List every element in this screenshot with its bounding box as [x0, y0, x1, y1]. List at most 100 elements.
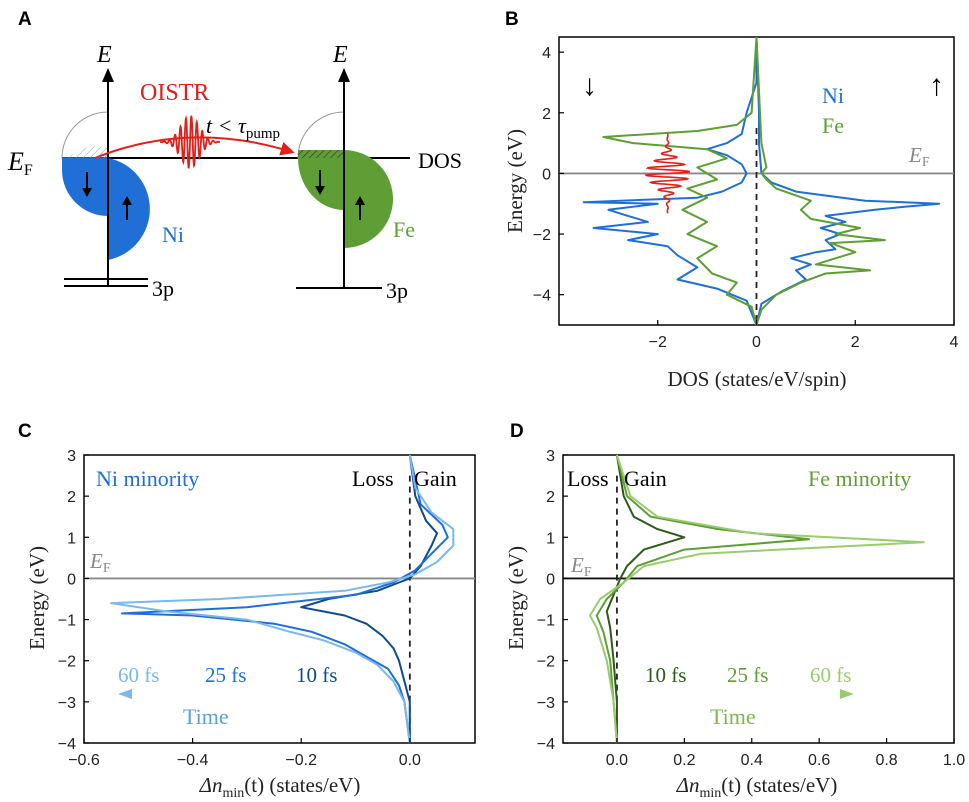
fe-core-label: 3p: [386, 278, 408, 303]
ni-hatch: [62, 146, 108, 158]
x-tick-label: 0: [752, 334, 761, 351]
y-tick-label: −3: [537, 695, 555, 712]
ylabel-c: Energy (eV): [25, 546, 49, 650]
spin-up-arrow-b: ↑: [929, 69, 944, 102]
y-tick-label: 2: [546, 489, 555, 506]
series-line-1: [121, 454, 449, 744]
legend-ni-b: Ni: [822, 83, 844, 108]
panel-letter-b: B: [505, 9, 519, 30]
y-tick-label: 0: [546, 571, 555, 588]
series-line-1: [755, 36, 941, 326]
xlabel-d: Δnmin(t) (states/eV): [676, 773, 838, 801]
time-label-d: Time: [710, 704, 756, 729]
series-line-0: [605, 454, 686, 743]
y-tick-label: 4: [542, 45, 551, 62]
x-tick-label: −0.4: [177, 752, 209, 769]
ni-core-label: 3p: [152, 276, 174, 301]
panel-c: C −0.6 −0.4 −0.2 0.0 −4 −3 −2 −1 0 1 2 3 Energy (eV…: [18, 421, 476, 801]
loss-label-d: Loss: [567, 466, 609, 491]
y-tick-label: −2: [58, 654, 76, 671]
y-tick-label: −3: [58, 695, 76, 712]
fe-label: Fe: [393, 217, 415, 242]
series-line-2: [602, 36, 758, 326]
plot-frame-c: [83, 454, 476, 744]
panel-a: A EF DOS Ni E 3p Fe E 3p: [7, 9, 462, 303]
x-tick-label: 1.0: [943, 752, 965, 769]
panel-letter-a: A: [18, 9, 32, 30]
panel-letter-c: C: [18, 421, 32, 442]
loss-label-c: Loss: [352, 466, 394, 491]
series-line-2: [589, 454, 925, 744]
y-tick-label: 1: [546, 530, 555, 547]
gain-label-d: Gain: [624, 466, 667, 491]
gain-label-c: Gain: [414, 466, 457, 491]
ni-label: Ni: [162, 222, 184, 247]
legend-fe-b: Fe: [822, 113, 844, 138]
pump-wave-b: [644, 133, 691, 214]
title-d: Fe minority: [808, 466, 911, 491]
y-tick-label: −1: [58, 613, 76, 630]
y-tick-label: −1: [537, 613, 555, 630]
pump-label: OISTR: [140, 80, 209, 106]
ni-minority-top: [62, 158, 108, 170]
series-line-0: [300, 454, 438, 743]
energy-label-ni: E: [96, 42, 112, 68]
x-tick-label: 0.8: [875, 752, 897, 769]
legend-60fs-d: 60 fs: [810, 663, 851, 687]
y-tick-label: 2: [542, 106, 551, 123]
x-tick-label: 0.0: [606, 752, 628, 769]
legend-10fs-c: 10 fs: [296, 663, 337, 687]
energy-label-fe: E: [332, 42, 348, 68]
x-tick-label: 0.6: [808, 752, 830, 769]
x-tick-label: −2: [649, 334, 667, 351]
fermi-label-d: EF: [570, 553, 592, 580]
x-tick-label: −0.2: [285, 752, 317, 769]
legend-25fs-c: 25 fs: [205, 663, 246, 687]
xlabel-b: DOS (states/eV/spin): [667, 367, 846, 391]
y-tick-label: 2: [67, 489, 76, 506]
series-line-2: [110, 454, 455, 744]
x-tick-label: 2: [851, 334, 860, 351]
spin-down-arrow-b: ↓: [582, 69, 597, 102]
series-line-1: [595, 454, 811, 744]
y-tick-label: 3: [546, 448, 555, 465]
fermi-label-a: EF: [7, 147, 33, 179]
y-tick-label: 0: [542, 166, 551, 183]
plot-frame-d: [562, 454, 955, 744]
panel-d: D 0.0 0.2 0.4 0.6 0.8 1.0 −4 −3 −2 −1 0 1 2 3 Energy …: [504, 421, 965, 801]
legend-10fs-d: 10 fs: [645, 663, 686, 687]
fermi-label-c: EF: [89, 549, 111, 576]
y-tick-label: −2: [533, 227, 551, 244]
y-tick-label: 0: [67, 571, 76, 588]
dos-label: DOS: [418, 148, 462, 173]
y-tick-label: 1: [67, 530, 76, 547]
x-tick-label: 0.4: [741, 752, 763, 769]
legend-60fs-c: 60 fs: [118, 663, 159, 687]
series-line-3: [755, 36, 886, 326]
timing-label: t < τpump: [206, 113, 280, 142]
xlabel-c: Δnmin(t) (states/eV): [199, 773, 361, 801]
x-tick-label: 0.0: [399, 752, 421, 769]
fermi-label-b: EF: [908, 143, 930, 170]
ylabel-b: Energy (eV): [503, 129, 527, 233]
x-tick-label: 4: [950, 334, 959, 351]
series-line-0: [582, 37, 758, 326]
fe-hatch: [298, 150, 344, 158]
x-tick-label: −0.6: [68, 752, 100, 769]
ni-majority-lobe: [108, 158, 150, 260]
time-label-c: Time: [183, 704, 229, 729]
y-tick-label: −4: [533, 288, 551, 305]
x-tick-label: 0.2: [673, 752, 695, 769]
y-tick-label: −2: [537, 654, 555, 671]
y-tick-label: 3: [67, 448, 76, 465]
pump-wave-a: [159, 114, 221, 169]
y-tick-label: −4: [58, 736, 76, 753]
panel-b: B −2 0 2 4 −4 −2 0 2 4 Energy (eV) DOS (states/e…: [503, 9, 959, 391]
legend-25fs-d: 25 fs: [727, 663, 768, 687]
y-tick-label: −4: [537, 736, 555, 753]
title-c: Ni minority: [96, 466, 199, 491]
panel-letter-d: D: [510, 421, 524, 442]
ylabel-d: Energy (eV): [504, 546, 528, 650]
fe-majority-lobe: [344, 150, 393, 248]
